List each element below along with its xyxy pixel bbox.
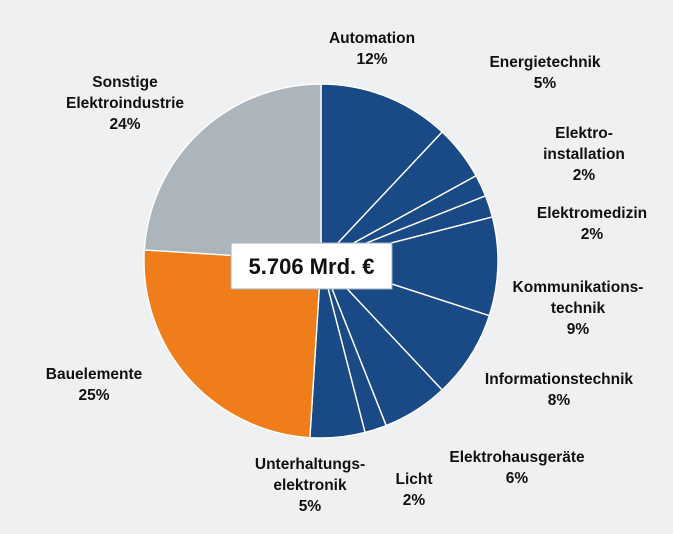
slice-label: Bauelemente 25% [46,366,143,404]
slice-label: Elektrohausgeräte 6% [449,449,585,487]
slice-label: Licht 2% [395,471,432,509]
pie-slice [320,83,444,263]
pie-slice [143,249,322,439]
slice-label: Sonstige Elektroindustrie 24% [66,74,184,133]
slice-label: Informationstechnik 8% [485,371,634,409]
slice-label: Automation 12% [329,30,415,68]
slice-label: Unterhaltungs-elektronik 5% [255,456,365,515]
pie-slice [320,260,491,392]
pie-slice [318,216,499,317]
total-label: 5.706 Mrd. € [249,254,375,279]
pie-slices [143,83,499,439]
slice-label: Energietechnik 5% [489,54,600,92]
slice-label: Elektro-installation 2% [543,125,625,184]
slice-label: Kommunikations-technik 9% [513,279,644,338]
pie-slice [143,83,322,262]
slice-label: Elektromedizin 2% [537,205,647,243]
total-box: 5.706 Mrd. € [230,242,393,290]
slice-labels: Automation 12% Energietechnik 5% Elektro-ins… [46,30,647,515]
